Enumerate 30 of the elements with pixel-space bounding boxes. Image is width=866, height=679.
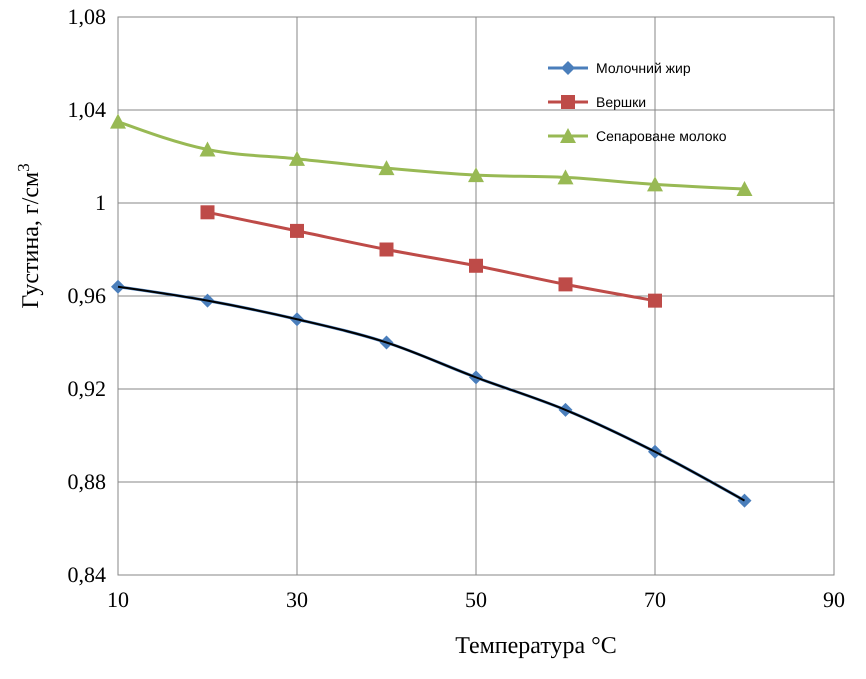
point bbox=[110, 114, 126, 129]
y-tick-label: 1,04 bbox=[68, 97, 106, 122]
y-tick-label: 1,08 bbox=[68, 4, 106, 29]
legend-label: Молочний жир bbox=[596, 60, 691, 76]
point bbox=[736, 181, 752, 196]
point bbox=[290, 224, 304, 238]
point bbox=[200, 205, 214, 220]
point bbox=[200, 142, 216, 157]
x-axis-title: Температура °C bbox=[455, 633, 617, 659]
point bbox=[468, 167, 484, 182]
x-tick-label: 10 bbox=[107, 587, 129, 612]
y-tick-label: 0,96 bbox=[68, 283, 106, 308]
x-tick-label: 90 bbox=[823, 587, 845, 612]
point bbox=[289, 150, 305, 166]
legend-label: Сепароване молоко bbox=[596, 128, 727, 144]
point bbox=[558, 277, 572, 292]
y-tick-label: 0,88 bbox=[68, 469, 106, 494]
point bbox=[380, 242, 394, 256]
x-tick-label: 70 bbox=[644, 587, 666, 612]
y-tick-label: 1 bbox=[95, 190, 106, 215]
point bbox=[558, 169, 574, 184]
point bbox=[469, 258, 483, 273]
point bbox=[378, 160, 394, 176]
legend-label: Вершки bbox=[596, 94, 646, 110]
y-tick-label: 0,92 bbox=[68, 376, 106, 401]
point bbox=[647, 176, 663, 192]
x-tick-label: 50 bbox=[465, 587, 487, 612]
x-tick-label: 30 bbox=[286, 587, 308, 612]
y-tick-label: 0,84 bbox=[68, 562, 106, 587]
point bbox=[648, 294, 662, 308]
